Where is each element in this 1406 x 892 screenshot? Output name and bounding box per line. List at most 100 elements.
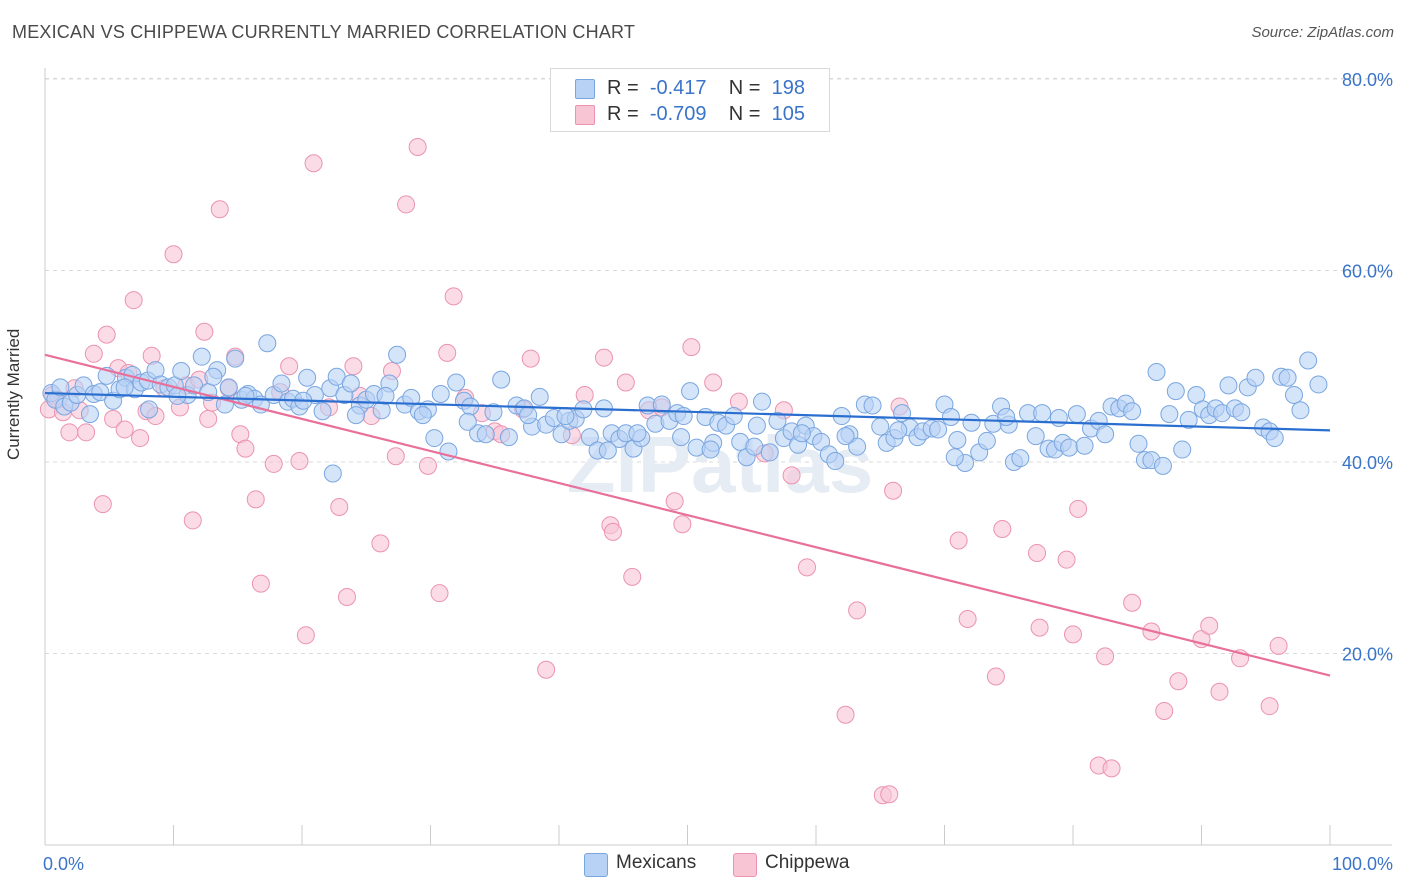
- mexicans-swatch: [584, 853, 608, 877]
- chippewa-point: [884, 481, 903, 500]
- mexicans-point: [1067, 405, 1086, 424]
- chippewa-point: [623, 567, 642, 586]
- chippewa-point: [665, 492, 684, 511]
- mexicans-point: [753, 392, 772, 411]
- chippewa-point: [430, 584, 449, 603]
- mexicans-point: [1033, 404, 1052, 423]
- chippewa-point: [199, 409, 218, 428]
- mexicans-point: [1160, 405, 1179, 424]
- mexicans-point: [219, 378, 238, 397]
- mexicans-point: [672, 428, 691, 447]
- mexicans-point: [425, 429, 444, 448]
- chippewa-point: [521, 349, 540, 368]
- chippewa-point: [1269, 636, 1288, 655]
- mexicans-point: [889, 421, 908, 440]
- chippewa-point: [836, 705, 855, 724]
- mexicans-point: [272, 374, 291, 393]
- mexicans-point: [945, 448, 964, 467]
- chippewa-point: [1102, 759, 1121, 778]
- mexicans-point: [768, 411, 787, 430]
- chippewa-point: [682, 338, 701, 357]
- mexicans-point: [91, 383, 110, 402]
- mexicans-point: [745, 437, 764, 456]
- mexicans-point: [1285, 385, 1304, 404]
- tick-labels: 20.0% 40.0% 60.0% 80.0% 0.0% 100.0%: [43, 70, 1393, 874]
- mexicans-point: [402, 388, 421, 407]
- chippewa-point: [1057, 550, 1076, 569]
- y-tick-label: 40.0%: [1342, 453, 1393, 473]
- chippewa-point: [337, 588, 356, 607]
- chippewa-point: [164, 245, 183, 264]
- mexicans-point: [701, 440, 720, 459]
- chippewa-point: [93, 495, 112, 514]
- chippewa-point: [1200, 616, 1219, 635]
- mexicans-point: [871, 417, 890, 436]
- axes: [44, 68, 1392, 846]
- mexicans-point: [1096, 425, 1115, 444]
- mexicans-point: [628, 424, 647, 443]
- r-value: -0.709: [649, 103, 707, 125]
- mexicans-point: [140, 400, 159, 419]
- mexicans-point: [51, 378, 70, 397]
- chippewa-point: [704, 373, 723, 392]
- mexicans-point: [929, 420, 948, 439]
- mexicans-point: [1299, 351, 1318, 370]
- mexicans-point: [1075, 436, 1094, 455]
- mexicans-point: [724, 407, 743, 426]
- mexicans-point: [388, 345, 407, 364]
- chippewa-point: [60, 423, 79, 442]
- mexicans-point: [674, 407, 693, 426]
- mexicans-point: [458, 412, 477, 431]
- legend-chippewa-text: R = -0.709 N = 105: [607, 103, 805, 126]
- mexicans-point: [552, 425, 571, 444]
- chippewa-swatch: [733, 853, 757, 877]
- mexicans-point: [313, 402, 332, 421]
- mexicans-point: [447, 373, 466, 392]
- mexicans-point: [1278, 368, 1297, 387]
- chippewa-point: [616, 373, 635, 392]
- chippewa-point: [782, 466, 801, 485]
- chippewa-point: [958, 610, 977, 629]
- mexicans-point: [760, 443, 779, 462]
- r-value: -0.417: [649, 77, 707, 99]
- mexicans-point: [376, 386, 395, 405]
- mexicans-point: [792, 424, 811, 443]
- r-label: R =: [607, 77, 639, 99]
- chippewa-point: [1096, 647, 1115, 666]
- y-axis-label: Currently Married: [4, 328, 23, 460]
- x-tick-label: 100.0%: [1332, 854, 1393, 874]
- source-label: Source: ZipAtlas.com: [1251, 24, 1394, 41]
- mexicans-point: [1153, 456, 1172, 475]
- mexicans-point: [826, 452, 845, 471]
- chippewa-point: [304, 154, 323, 173]
- chippewa-point: [880, 785, 899, 804]
- mexicans-point: [346, 406, 365, 425]
- chippewa-point: [848, 601, 867, 620]
- y-tick-label: 60.0%: [1342, 262, 1393, 282]
- y-tick-label: 80.0%: [1342, 70, 1393, 90]
- chippewa-point: [1169, 672, 1188, 691]
- chippewa-point: [330, 498, 349, 517]
- chippewa-point: [84, 344, 103, 363]
- chippewa-point: [438, 343, 457, 362]
- bottom-legend-mexicans-label: Mexicans: [616, 852, 697, 873]
- mexicans-point: [484, 403, 503, 422]
- chippewa-point: [949, 531, 968, 550]
- mexicans-point: [1309, 375, 1328, 394]
- chart-title: MEXICAN VS CHIPPEWA CURRENTLY MARRIED CO…: [12, 22, 636, 42]
- chippewa-point: [418, 456, 437, 475]
- chippewa-point: [246, 490, 265, 509]
- n-value: 198: [771, 77, 805, 99]
- chippewa-point: [1210, 682, 1229, 701]
- chippewa-point: [290, 452, 309, 471]
- correlation-legend: R = -0.417 N = 198 R = -0.709 N = 105: [550, 68, 830, 132]
- mexicans-trend-line: [44, 391, 1331, 432]
- chippewa-point: [993, 520, 1012, 539]
- mexicans-point: [476, 425, 495, 444]
- chippewa-point: [1123, 593, 1142, 612]
- y-tick-label: 20.0%: [1342, 645, 1393, 665]
- mexicans-point: [1219, 376, 1238, 395]
- chippewa-point: [115, 420, 134, 439]
- chippewa-point: [603, 522, 622, 541]
- chippewa-point: [986, 667, 1005, 686]
